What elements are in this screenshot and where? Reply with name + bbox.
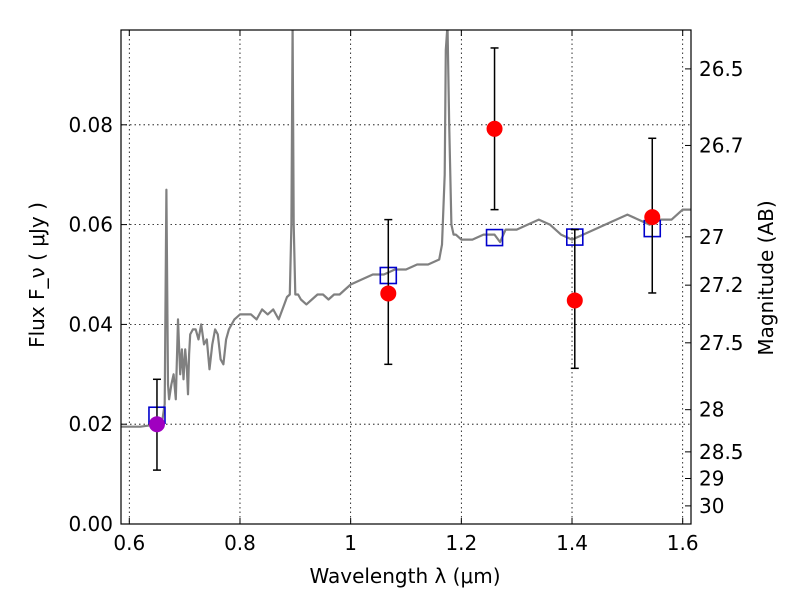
axis-ticks bbox=[121, 30, 691, 525]
tick-labels: 0.6 0.8 1 1.2 1.4 1.6 0.00 0.02 0.04 0.06 0.08 26.5… bbox=[68, 57, 743, 555]
y-axis-label: Flux F_ν ( μJy ) bbox=[25, 202, 49, 348]
observed-photometry-series bbox=[148, 47, 661, 471]
x-tick-label: 0.6 bbox=[113, 531, 145, 555]
observed-point bbox=[486, 120, 503, 137]
mag-tick-label: 30 bbox=[699, 494, 724, 518]
observed-point bbox=[566, 292, 583, 309]
gridlines bbox=[121, 30, 691, 524]
observed-point bbox=[148, 416, 165, 433]
spectrum-line bbox=[121, 30, 691, 428]
model-photometry-series bbox=[148, 219, 662, 425]
x-tick-label: 1.6 bbox=[667, 531, 699, 555]
x-axis-label: Wavelength λ (μm) bbox=[309, 564, 500, 588]
right-axis-label: Magnitude (AB) bbox=[754, 200, 778, 355]
y-tick-label: 0.02 bbox=[68, 412, 113, 436]
spectrum-series bbox=[121, 30, 691, 428]
y-tick-label: 0.08 bbox=[68, 113, 113, 137]
model-point bbox=[485, 228, 504, 247]
mag-tick-label: 28.5 bbox=[699, 440, 744, 464]
mag-tick-label: 26.5 bbox=[699, 57, 744, 81]
observed-point bbox=[644, 209, 661, 226]
mag-tick-label: 27.2 bbox=[699, 273, 744, 297]
y-tick-label: 0.00 bbox=[68, 512, 113, 536]
x-tick-label: 1 bbox=[344, 531, 357, 555]
observed-point bbox=[380, 285, 397, 302]
mag-tick-label: 26.7 bbox=[699, 133, 744, 157]
mag-tick-label: 27.5 bbox=[699, 331, 744, 355]
x-tick-label: 0.8 bbox=[224, 531, 256, 555]
x-tick-label: 1.4 bbox=[556, 531, 588, 555]
plot-frame bbox=[120, 29, 692, 525]
x-tick-label: 1.2 bbox=[445, 531, 477, 555]
mag-tick-label: 29 bbox=[699, 466, 724, 490]
mag-tick-label: 28 bbox=[699, 398, 724, 422]
y-tick-label: 0.06 bbox=[68, 213, 113, 237]
y-tick-label: 0.04 bbox=[68, 312, 113, 336]
mag-tick-label: 27 bbox=[699, 225, 724, 249]
